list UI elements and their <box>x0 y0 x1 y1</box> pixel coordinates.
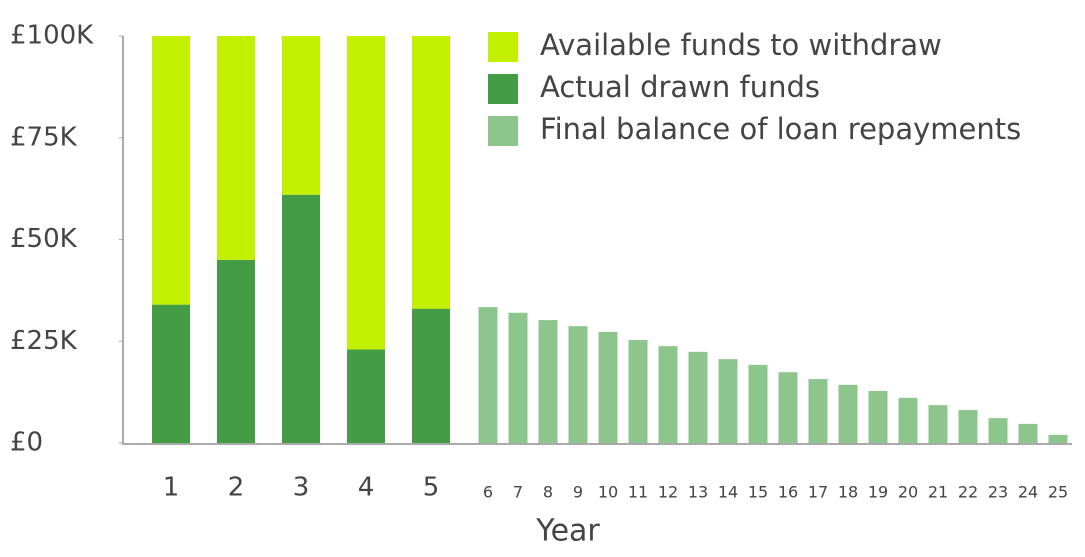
y-tick-label: £50K <box>10 224 78 254</box>
bar <box>748 364 768 443</box>
x-tick-label: 9 <box>573 483 583 502</box>
legend-label: Available funds to withdraw <box>540 28 942 62</box>
x-tick-label: 23 <box>988 483 1008 502</box>
bar <box>152 304 190 443</box>
x-tick-label: 8 <box>543 483 553 502</box>
x-tick-label: 2 <box>228 473 245 503</box>
bar <box>718 359 738 443</box>
bar <box>412 308 450 443</box>
x-tick-label: 10 <box>598 483 618 502</box>
legend-label: Actual drawn funds <box>540 70 820 104</box>
bar <box>217 36 255 260</box>
x-tick-label: 6 <box>483 483 493 502</box>
bar <box>988 418 1008 443</box>
x-tick-label: 19 <box>868 483 888 502</box>
bar <box>928 405 948 443</box>
bar <box>958 410 978 443</box>
bar <box>1018 423 1038 443</box>
x-tick-label: 16 <box>778 483 798 502</box>
y-tick-label: £100K <box>10 21 94 51</box>
bar <box>568 326 588 443</box>
bar <box>412 36 450 309</box>
bar <box>282 36 320 195</box>
bar <box>282 194 320 443</box>
bar <box>1048 434 1068 443</box>
bar <box>658 346 678 443</box>
bar <box>778 372 798 443</box>
x-tick-label: 13 <box>688 483 708 502</box>
x-tick-label: 22 <box>958 483 978 502</box>
bar <box>628 340 648 443</box>
bar <box>478 307 498 443</box>
bar <box>508 312 528 443</box>
bar <box>898 397 918 443</box>
x-tick-label: 7 <box>513 483 523 502</box>
bar <box>808 379 828 443</box>
x-tick-label: 17 <box>808 483 828 502</box>
y-tick-label: £25K <box>10 326 78 356</box>
x-tick-label: 15 <box>748 483 768 502</box>
bar <box>538 320 558 443</box>
legend-swatch <box>488 32 518 62</box>
legend-label: Final balance of loan repayments <box>540 112 1021 146</box>
x-tick-label: 24 <box>1018 483 1038 502</box>
x-tick-label: 20 <box>898 483 918 502</box>
x-tick-label: 11 <box>628 483 648 502</box>
bar <box>152 36 190 305</box>
legend-swatch <box>488 74 518 104</box>
x-axis-label: Year <box>535 514 600 549</box>
bar <box>217 259 255 443</box>
x-tick-label: 25 <box>1048 483 1068 502</box>
x-tick-label: 18 <box>838 483 858 502</box>
x-tick-label: 4 <box>358 473 375 503</box>
legend-swatch <box>488 116 518 146</box>
bar <box>347 36 385 350</box>
x-tick-label: 5 <box>423 473 440 503</box>
bar <box>347 349 385 443</box>
y-tick-label: £0 <box>10 428 43 458</box>
bar <box>868 390 888 443</box>
bar <box>688 351 708 443</box>
x-tick-label: 1 <box>163 473 180 503</box>
x-tick-label: 12 <box>658 483 678 502</box>
x-tick-label: 14 <box>718 483 738 502</box>
x-tick-label: 3 <box>293 473 310 503</box>
x-tick-label: 21 <box>928 483 948 502</box>
y-tick-label: £75K <box>10 122 78 152</box>
bar <box>838 384 858 443</box>
bar <box>598 331 618 443</box>
